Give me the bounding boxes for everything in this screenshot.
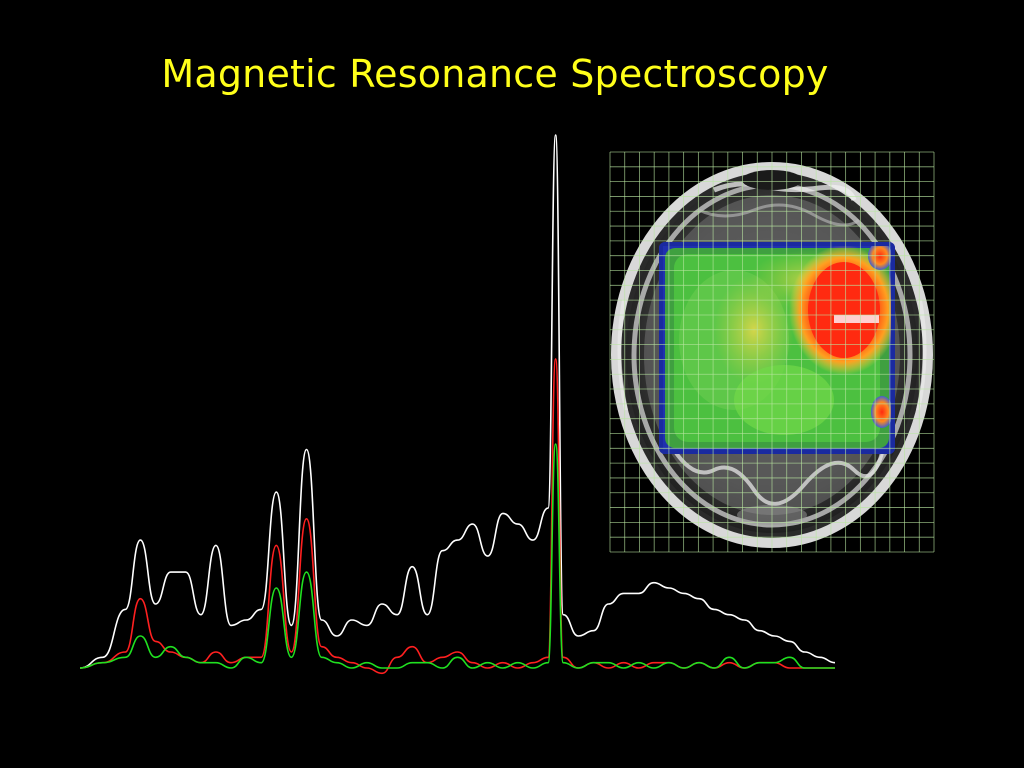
- metabolite-color-map: [659, 242, 895, 454]
- brain-mri-spectroscopy-map: [609, 151, 935, 553]
- spectrum-series-1-line: [79, 134, 836, 669]
- mr-spectrum-chart: [79, 134, 836, 675]
- slide-title: Magnetic Resonance Spectroscopy: [161, 52, 829, 96]
- voxel-grid-overlay: [609, 151, 935, 553]
- spectrum-series-3-line: [79, 443, 835, 669]
